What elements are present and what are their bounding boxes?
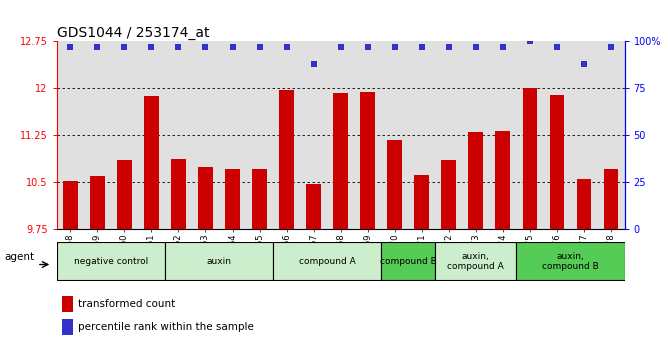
Bar [198, 167, 213, 229]
Bar [576, 179, 591, 229]
Bar [522, 88, 537, 229]
Point [578, 61, 589, 67]
Bar [117, 160, 132, 229]
Bar [279, 90, 294, 229]
Bar [144, 96, 159, 229]
Point [606, 44, 617, 50]
Text: compound A: compound A [299, 257, 355, 266]
Text: GDS1044 / 253174_at: GDS1044 / 253174_at [57, 26, 209, 40]
Text: auxin: auxin [206, 257, 232, 266]
Point [498, 44, 508, 50]
Text: compound B: compound B [380, 257, 437, 266]
Point [470, 44, 481, 50]
Text: auxin,
compound B: auxin, compound B [542, 252, 599, 271]
Bar [306, 184, 321, 229]
Point [524, 39, 535, 44]
Point [335, 44, 346, 50]
Text: negative control: negative control [73, 257, 148, 266]
Point [389, 44, 400, 50]
Point [281, 44, 292, 50]
Point [200, 44, 211, 50]
Bar [63, 319, 73, 335]
Bar [90, 176, 105, 229]
Point [309, 61, 319, 67]
Bar [414, 175, 430, 229]
Point [119, 44, 130, 50]
Bar [57, 242, 165, 280]
Bar [550, 95, 564, 229]
Text: auxin,
compound A: auxin, compound A [448, 252, 504, 271]
Point [146, 44, 157, 50]
Point [173, 44, 184, 50]
Bar [468, 132, 484, 229]
Bar [360, 91, 375, 229]
Bar [436, 242, 516, 280]
Bar [604, 169, 619, 229]
Bar [225, 169, 240, 229]
Bar [381, 242, 436, 280]
Bar [333, 93, 348, 229]
Text: percentile rank within the sample: percentile rank within the sample [78, 322, 255, 332]
Bar [63, 181, 77, 229]
Point [552, 44, 562, 50]
Bar [252, 169, 267, 229]
Bar [387, 140, 402, 229]
Text: transformed count: transformed count [78, 299, 176, 309]
Bar [171, 159, 186, 229]
Point [65, 44, 75, 50]
Point [255, 44, 265, 50]
Bar [496, 131, 510, 229]
Text: agent: agent [5, 253, 35, 262]
Bar [273, 242, 381, 280]
Point [92, 44, 103, 50]
Bar [63, 296, 73, 312]
Point [416, 44, 427, 50]
Point [444, 44, 454, 50]
Point [227, 44, 238, 50]
Point [362, 44, 373, 50]
Bar [442, 160, 456, 229]
Bar [165, 242, 273, 280]
Bar [516, 242, 625, 280]
